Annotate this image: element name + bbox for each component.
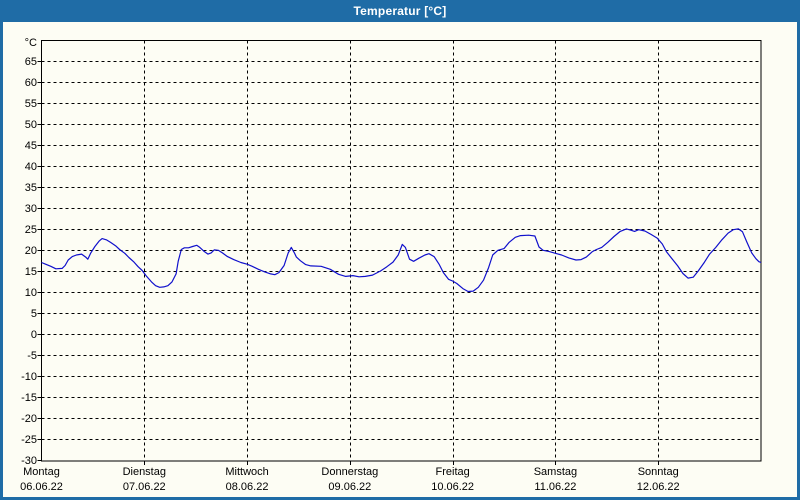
x-day-label: Donnerstag xyxy=(321,466,379,478)
x-day-label: Montag xyxy=(23,466,60,478)
y-tick-label: 50 xyxy=(24,118,37,131)
temperature-chart: °C 65 60 55 50 45 40 35 30 25 20 15 10 5 0 -5 -10 -15 -20-… xyxy=(0,22,800,500)
y-tick-label: -5 xyxy=(27,349,37,362)
x-date-label: 10.06.22 xyxy=(431,481,475,493)
y-axis-unit-label: °C xyxy=(24,36,37,49)
y-tick-label: 5 xyxy=(30,307,37,320)
x-date-label: 12.06.22 xyxy=(636,481,680,493)
y-tick-label: 35 xyxy=(24,181,37,194)
y-tick-label: -15 xyxy=(21,391,37,404)
page-title: Temperatur [°C] xyxy=(353,4,447,18)
temperature-curve xyxy=(41,228,762,293)
y-tick-label: 25 xyxy=(24,223,37,236)
y-tick-label: 10 xyxy=(24,286,37,299)
y-tick-label: 60 xyxy=(24,76,37,89)
y-tick-label: 55 xyxy=(24,97,37,110)
x-day-label: Dienstag xyxy=(122,466,166,478)
x-date-label: 09.06.22 xyxy=(328,481,372,493)
y-tick-label: 15 xyxy=(24,265,37,278)
y-tick-label: 20 xyxy=(24,244,37,257)
y-tick-label: -20 xyxy=(21,412,37,425)
plot-canvas xyxy=(37,40,762,465)
x-day-label: Sonntag xyxy=(637,466,679,478)
x-date-label: 11.06.22 xyxy=(534,481,577,493)
x-date-label: 07.06.22 xyxy=(122,481,166,493)
y-tick-label: 0 xyxy=(30,328,37,341)
x-day-label: Freitag xyxy=(435,466,470,478)
x-date-label: 06.06.22 xyxy=(20,481,63,493)
y-tick-label: 65 xyxy=(24,55,37,68)
title-bar: Temperatur [°C] xyxy=(0,0,800,22)
x-date-label: 08.06.22 xyxy=(225,481,269,493)
x-day-label: Mittwoch xyxy=(225,466,269,478)
plot-border xyxy=(41,40,762,462)
y-tick-label: 40 xyxy=(24,160,37,173)
y-tick-label: -30 xyxy=(21,455,37,467)
y-tick-label: 45 xyxy=(24,139,37,152)
y-tick-label: -25 xyxy=(21,433,37,446)
x-day-label: Samstag xyxy=(533,466,578,478)
y-tick-label: -10 xyxy=(21,370,37,383)
y-tick-label: 30 xyxy=(24,202,37,215)
